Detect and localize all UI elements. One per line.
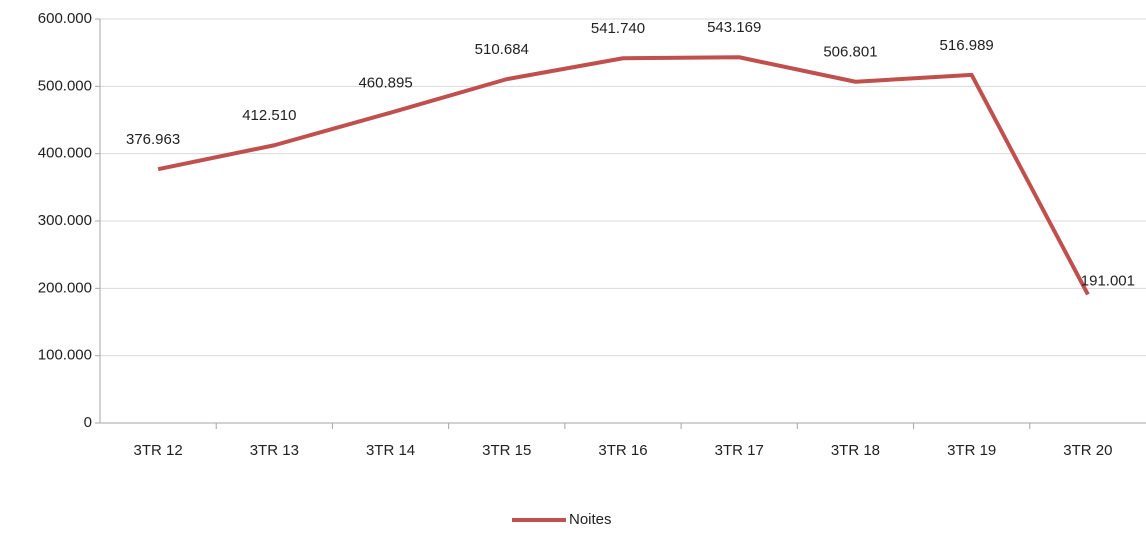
y-tick-label: 500.000	[38, 77, 92, 94]
data-label: 412.510	[242, 107, 296, 124]
data-label: 506.801	[823, 44, 877, 61]
x-tick-label: 3TR 16	[598, 442, 647, 459]
data-label: 460.895	[358, 75, 412, 92]
x-tick-label: 3TR 17	[715, 442, 764, 459]
x-tick-label: 3TR 19	[947, 442, 996, 459]
data-label: 541.740	[591, 20, 645, 37]
x-tick-label: 3TR 13	[250, 442, 299, 459]
data-label: 191.001	[1081, 272, 1135, 289]
y-tick-label: 600.000	[38, 10, 92, 27]
y-tick-label: 200.000	[38, 279, 92, 296]
x-tick-label: 3TR 15	[482, 442, 531, 459]
y-tick-label: 100.000	[38, 347, 92, 364]
line	[157, 55, 1090, 296]
y-tick-label: 300.000	[38, 212, 92, 229]
data-label: 510.684	[475, 41, 529, 58]
data-label: 543.169	[707, 19, 761, 36]
x-tick-label: 3TR 20	[1063, 442, 1112, 459]
y-tick-label: 400.000	[38, 145, 92, 162]
legend-label: Noites	[569, 511, 612, 528]
x-tick-label: 3TR 18	[831, 442, 880, 459]
data-label: 516.989	[940, 37, 994, 54]
x-tick-label: 3TR 12	[134, 442, 183, 459]
data-label: 376.963	[126, 131, 180, 148]
y-tick-label: 0	[84, 414, 92, 431]
x-tick-label: 3TR 14	[366, 442, 415, 459]
